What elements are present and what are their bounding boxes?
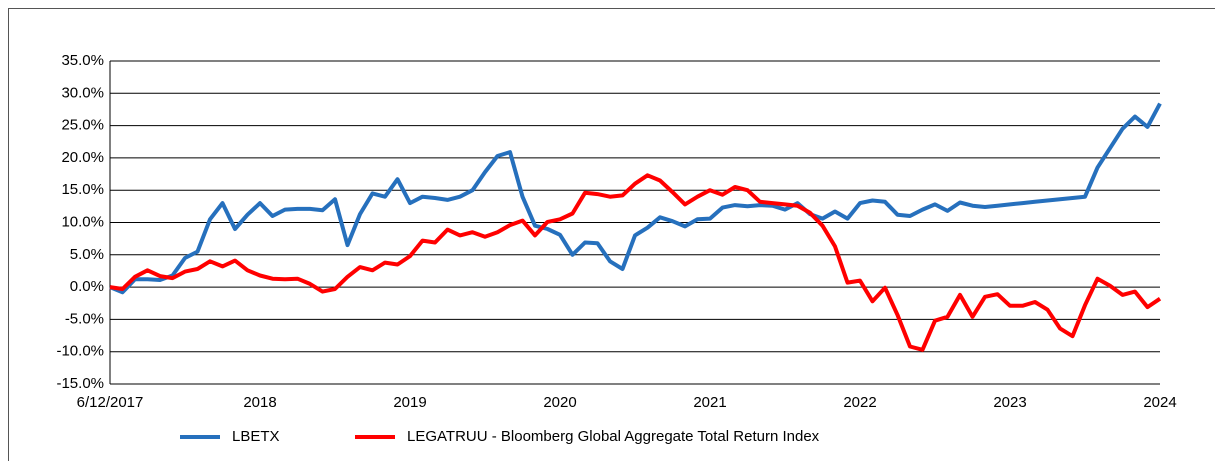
y-tick-label: -5.0% — [65, 310, 104, 327]
y-tick-label: -15.0% — [56, 375, 104, 392]
legend-label: LEGATRUU - Bloomberg Global Aggregate To… — [407, 428, 820, 445]
y-tick-label: -10.0% — [56, 343, 104, 360]
y-tick-label: 30.0% — [61, 84, 104, 101]
frame — [8, 8, 1215, 461]
y-tick-label: 0.0% — [70, 278, 104, 295]
y-tick-label: 5.0% — [70, 246, 104, 263]
y-tick-label: 25.0% — [61, 117, 104, 134]
x-tick-label: 2021 — [693, 394, 726, 411]
y-tick-label: 15.0% — [61, 181, 104, 198]
x-tick-label: 6/12/2017 — [77, 394, 144, 411]
legend-label: LBETX — [232, 428, 280, 445]
x-tick-label: 2019 — [393, 394, 426, 411]
y-tick-label: 10.0% — [61, 213, 104, 230]
x-tick-label: 2023 — [993, 394, 1026, 411]
series-line — [109, 173, 1162, 352]
x-tick-label: 2018 — [243, 394, 276, 411]
y-tick-label: 35.0% — [61, 52, 104, 69]
x-tick-label: 2022 — [843, 394, 876, 411]
x-tick-label: 2020 — [543, 394, 576, 411]
y-tick-label: 20.0% — [61, 149, 104, 166]
x-tick-label: 2024 — [1143, 394, 1176, 411]
series-line — [109, 102, 1162, 295]
